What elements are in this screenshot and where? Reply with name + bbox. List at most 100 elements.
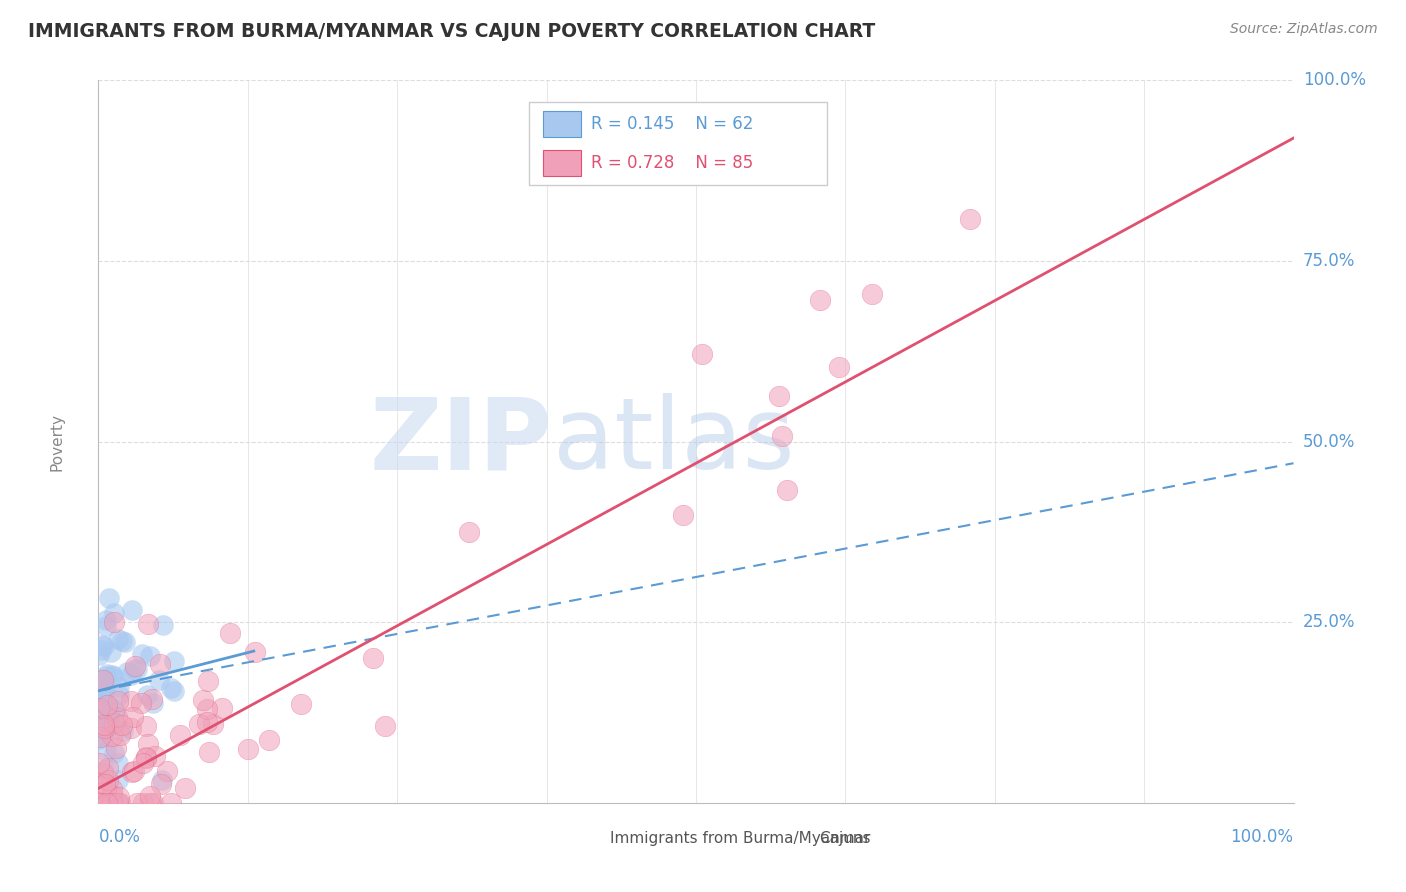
Point bbox=[959, 211, 981, 226]
Point bbox=[100, 645, 122, 659]
Point bbox=[94, 777, 117, 791]
Point bbox=[101, 669, 124, 683]
Point bbox=[139, 789, 162, 804]
Point bbox=[115, 665, 138, 679]
Point bbox=[100, 782, 122, 797]
Point bbox=[97, 720, 120, 734]
Point bbox=[100, 712, 122, 726]
Point bbox=[149, 657, 172, 672]
Point bbox=[96, 796, 118, 810]
Point bbox=[103, 716, 125, 731]
Point bbox=[121, 603, 143, 617]
Point bbox=[103, 607, 125, 621]
Point bbox=[107, 773, 129, 788]
Point bbox=[690, 346, 713, 360]
Point bbox=[91, 673, 114, 687]
Point bbox=[770, 429, 793, 443]
Point bbox=[776, 483, 799, 498]
Point bbox=[107, 796, 129, 810]
Point bbox=[96, 613, 118, 627]
Point bbox=[89, 685, 111, 699]
Point bbox=[211, 700, 233, 714]
Point bbox=[100, 796, 122, 810]
Text: R = 0.145    N = 62: R = 0.145 N = 62 bbox=[591, 115, 754, 134]
Point bbox=[91, 673, 114, 687]
Point bbox=[91, 796, 114, 810]
Point bbox=[768, 389, 790, 403]
Point bbox=[100, 796, 122, 810]
FancyBboxPatch shape bbox=[576, 827, 603, 850]
Point bbox=[132, 756, 155, 771]
Point bbox=[94, 784, 117, 798]
Point bbox=[131, 647, 153, 661]
Point bbox=[110, 728, 132, 742]
Point bbox=[96, 743, 118, 757]
Point bbox=[219, 626, 242, 640]
Point bbox=[107, 796, 129, 810]
Point bbox=[136, 616, 159, 631]
Point bbox=[201, 716, 224, 731]
Point bbox=[135, 719, 157, 733]
Point bbox=[89, 730, 111, 744]
FancyBboxPatch shape bbox=[543, 112, 581, 137]
Point bbox=[860, 287, 883, 301]
Point bbox=[89, 698, 111, 712]
Point bbox=[94, 669, 117, 683]
Point bbox=[124, 659, 146, 673]
Point bbox=[90, 642, 112, 657]
Point bbox=[87, 756, 110, 770]
Point bbox=[197, 745, 219, 759]
Point bbox=[101, 788, 124, 802]
Point bbox=[114, 635, 136, 649]
Point bbox=[93, 718, 115, 732]
Point bbox=[120, 667, 142, 681]
Point bbox=[89, 775, 111, 789]
Point bbox=[112, 723, 135, 738]
Point bbox=[361, 650, 384, 665]
Point bbox=[187, 716, 209, 731]
Point bbox=[163, 684, 186, 698]
Point bbox=[197, 673, 219, 688]
Point bbox=[135, 750, 157, 764]
Point bbox=[103, 702, 125, 716]
Point bbox=[120, 693, 142, 707]
Text: 25.0%: 25.0% bbox=[1303, 613, 1355, 632]
Point bbox=[100, 668, 122, 682]
Point bbox=[91, 763, 114, 777]
Point bbox=[91, 713, 114, 727]
Point bbox=[108, 789, 131, 804]
Point bbox=[148, 673, 170, 687]
Text: Poverty: Poverty bbox=[49, 412, 65, 471]
Point bbox=[107, 680, 129, 694]
Text: 0.0%: 0.0% bbox=[98, 828, 141, 847]
Point bbox=[97, 710, 120, 724]
Point bbox=[290, 697, 312, 711]
Point bbox=[125, 662, 148, 676]
Point bbox=[142, 696, 165, 710]
Point bbox=[89, 706, 111, 721]
Point bbox=[100, 729, 122, 743]
FancyBboxPatch shape bbox=[543, 150, 581, 176]
Text: 50.0%: 50.0% bbox=[1303, 433, 1355, 450]
Point bbox=[141, 796, 163, 810]
Point bbox=[90, 638, 112, 652]
Point bbox=[97, 762, 120, 776]
FancyBboxPatch shape bbox=[786, 827, 811, 850]
Text: IMMIGRANTS FROM BURMA/MYANMAR VS CAJUN POVERTY CORRELATION CHART: IMMIGRANTS FROM BURMA/MYANMAR VS CAJUN P… bbox=[28, 22, 876, 41]
Point bbox=[98, 591, 121, 606]
Point bbox=[828, 359, 851, 374]
Point bbox=[103, 746, 125, 760]
Point bbox=[91, 729, 114, 743]
Point bbox=[136, 737, 159, 751]
Point bbox=[672, 508, 695, 522]
Point bbox=[159, 796, 181, 810]
Point bbox=[107, 688, 129, 702]
Point bbox=[89, 701, 111, 715]
Point bbox=[94, 683, 117, 698]
Point bbox=[120, 721, 142, 735]
Point bbox=[101, 796, 124, 810]
Point bbox=[94, 679, 117, 693]
Point bbox=[91, 765, 114, 780]
Point bbox=[107, 693, 129, 707]
Point bbox=[91, 698, 114, 712]
